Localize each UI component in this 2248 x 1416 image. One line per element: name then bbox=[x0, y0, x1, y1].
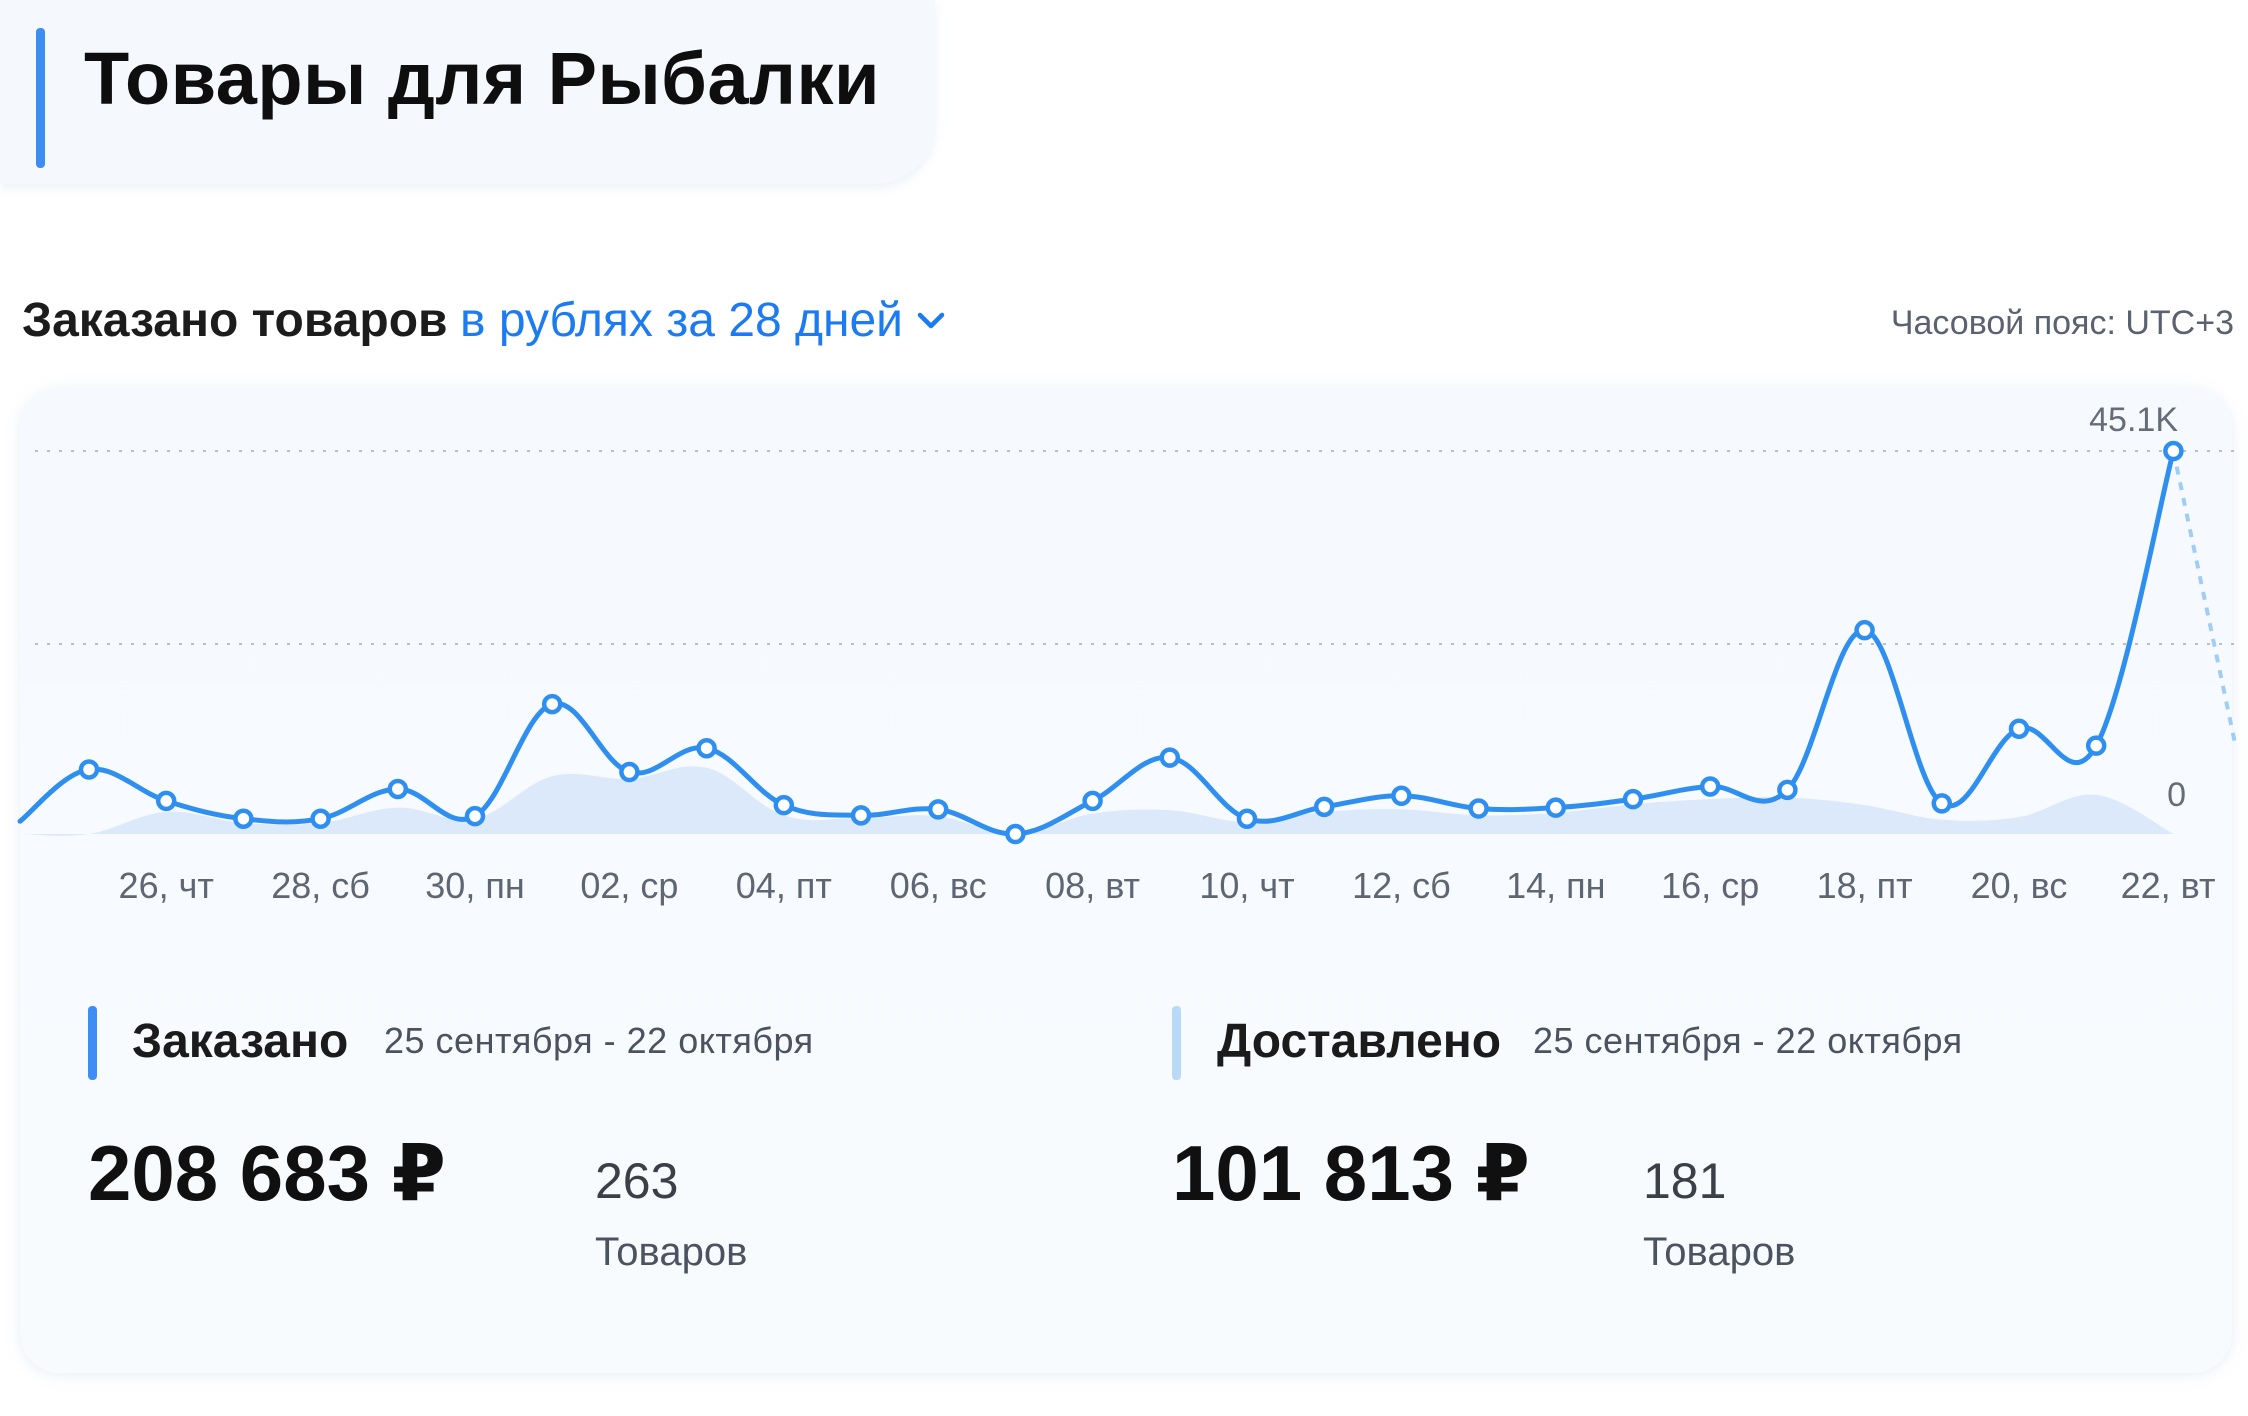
data-point-06.10[interactable] bbox=[927, 799, 949, 820]
metric-label: Заказано товаров bbox=[22, 294, 448, 347]
delivered-unit: Товаров bbox=[1643, 1230, 1796, 1274]
data-point-20.10[interactable] bbox=[2008, 718, 2030, 739]
data-point-08.10[interactable] bbox=[1082, 790, 1103, 812]
ordered-series-line bbox=[17, 448, 2176, 837]
x-tick-label: 16, ср bbox=[1661, 865, 1759, 906]
ordered-unit: Товаров bbox=[595, 1230, 748, 1274]
delivered-area bbox=[20, 766, 2174, 836]
range-dropdown[interactable]: в рублях за 28 дней bbox=[460, 293, 945, 348]
data-point-03.10[interactable] bbox=[696, 737, 717, 759]
x-tick-label: 18, пт bbox=[1817, 865, 1913, 906]
x-tick-label: 06, вс bbox=[890, 865, 987, 906]
chevron-down-icon bbox=[917, 312, 945, 328]
data-point-15.10[interactable] bbox=[1622, 788, 1644, 810]
x-tick-label: 22, вт bbox=[2121, 865, 2216, 906]
data-point-19.10[interactable] bbox=[1931, 793, 1953, 814]
data-point-27.09[interactable] bbox=[233, 808, 254, 829]
forecast-dashed-line bbox=[2171, 450, 2238, 749]
x-tick-label: 10, чт bbox=[1199, 865, 1294, 906]
x-tick-label: 26, чт bbox=[119, 865, 214, 906]
chart-panel bbox=[20, 388, 2232, 1373]
data-point-04.10[interactable] bbox=[773, 794, 795, 816]
ordered-sum: 208 683 ₽ bbox=[88, 1129, 446, 1217]
ordered-count: 263 bbox=[595, 1153, 679, 1209]
title-accent-bar bbox=[36, 28, 45, 168]
delivered-accent-bar bbox=[1172, 1006, 1181, 1080]
page-title: Товары для Рыбалки bbox=[84, 37, 881, 120]
delivered-label: Доставлено bbox=[1217, 1015, 1502, 1068]
x-tick-label: 04, пт bbox=[736, 865, 832, 906]
delivered-count: 181 bbox=[1643, 1153, 1727, 1209]
data-point-05.10[interactable] bbox=[850, 805, 872, 826]
data-point-30.09[interactable] bbox=[464, 805, 486, 827]
ordered-points bbox=[78, 440, 2184, 845]
x-tick-label: 12, сб bbox=[1352, 865, 1451, 906]
ordered-label: Заказано bbox=[132, 1015, 349, 1068]
ordered-range: 25 сентября - 22 октября bbox=[384, 1020, 814, 1061]
data-point-16.10[interactable] bbox=[1699, 776, 1721, 797]
x-tick-label: 14, пн bbox=[1506, 865, 1605, 906]
x-axis-ticks: 26, чт 28, сб 30, пн 02, ср 04, пт 06, вс 08, … bbox=[119, 865, 2216, 906]
delivered-sum: 101 813 ₽ bbox=[1172, 1129, 1530, 1217]
range-dropdown-label: в рублях за 28 дней bbox=[460, 294, 903, 347]
orders-line-chart: 45.1K 0 26, чт 28, сб 30, пн 02, ср 04, пт 06… bbox=[17, 401, 2238, 906]
data-point-21.10[interactable] bbox=[2085, 735, 2107, 756]
timezone-label: Часовой пояс: UTC+3 bbox=[1890, 304, 2234, 342]
x-tick-label: 30, пн bbox=[425, 865, 524, 906]
data-point-28.09[interactable] bbox=[310, 808, 331, 829]
y-max-label: 45.1K bbox=[2089, 401, 2178, 439]
data-point-29.09[interactable] bbox=[387, 778, 409, 800]
title-card: Товары для Рыбалки bbox=[0, 0, 935, 184]
data-point-17.10[interactable] bbox=[1777, 779, 1798, 801]
data-point-12.10[interactable] bbox=[1391, 785, 1412, 807]
ordered-accent-bar bbox=[88, 1006, 97, 1080]
data-point-02.10[interactable] bbox=[619, 761, 640, 783]
data-point-22.10[interactable] bbox=[2163, 440, 2184, 462]
data-point-09.10[interactable] bbox=[1159, 747, 1181, 768]
data-point-14.10[interactable] bbox=[1545, 797, 1567, 818]
x-tick-label: 20, вс bbox=[1971, 865, 2068, 906]
x-tick-label: 28, сб bbox=[271, 865, 370, 906]
x-tick-label: 08, вт bbox=[1045, 865, 1140, 906]
data-point-26.09[interactable] bbox=[155, 790, 177, 812]
data-point-11.10[interactable] bbox=[1313, 796, 1335, 818]
data-point-01.10[interactable] bbox=[541, 693, 563, 715]
y-min-label: 0 bbox=[2167, 776, 2186, 814]
data-point-07.10[interactable] bbox=[1005, 823, 1026, 845]
data-point-18.10[interactable] bbox=[1854, 619, 1875, 641]
data-point-25.09[interactable] bbox=[78, 759, 100, 780]
data-point-13.10[interactable] bbox=[1468, 798, 1489, 819]
data-point-10.10[interactable] bbox=[1236, 808, 1258, 829]
delivered-range: 25 сентября - 22 октября bbox=[1533, 1020, 1963, 1061]
x-tick-label: 02, ср bbox=[580, 865, 678, 906]
